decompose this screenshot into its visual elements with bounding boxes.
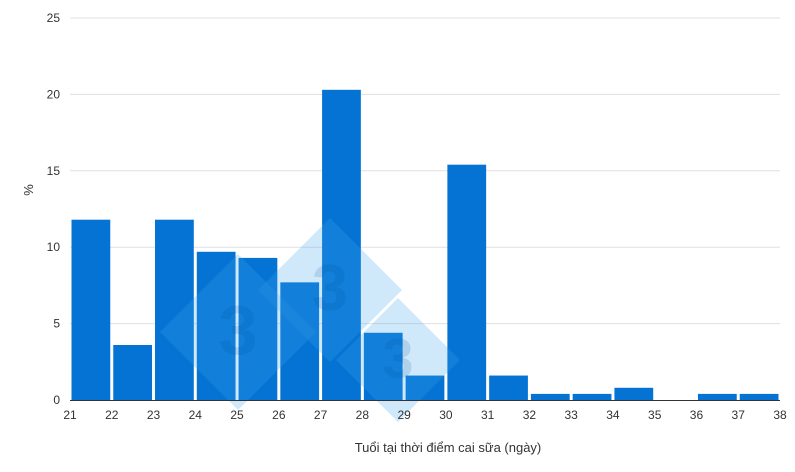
x-tick-label: 22: [105, 408, 119, 422]
histogram-bar: [447, 164, 487, 400]
x-axis-title: Tuổi tại thời điểm cai sữa (ngày): [355, 440, 542, 455]
watermark-digit: 3: [312, 251, 348, 324]
y-tick-label: 5: [53, 317, 60, 331]
histogram-bar: [113, 344, 153, 400]
histogram-bar: [697, 393, 737, 400]
x-tick-label: 36: [690, 408, 704, 422]
bars-layer: [71, 89, 779, 400]
watermark-diamond: 3: [258, 218, 402, 362]
histogram-bar: [363, 332, 403, 400]
histogram-bar: [614, 387, 654, 400]
watermark-logo: 333: [160, 218, 460, 422]
x-tick-label: 33: [564, 408, 578, 422]
x-tick-label: 25: [230, 408, 244, 422]
x-tick-label: 38: [773, 408, 787, 422]
x-tick-label: 28: [356, 408, 370, 422]
x-tick-label: 23: [147, 408, 161, 422]
x-tick-label: 30: [439, 408, 453, 422]
y-tick-label: 20: [47, 87, 61, 101]
y-tick-label: 0: [53, 393, 60, 407]
watermark-diamond: 3: [160, 254, 316, 410]
x-tick-label: 29: [397, 408, 411, 422]
x-tick-label: 37: [732, 408, 746, 422]
y-tick-label: 10: [47, 240, 61, 254]
watermark-digit: 3: [382, 326, 413, 389]
histogram-bar: [196, 251, 236, 400]
y-tick-label: 25: [47, 11, 61, 25]
histogram-bar: [739, 393, 779, 400]
y-axis-title: %: [21, 184, 36, 196]
histogram-bar: [71, 219, 111, 400]
histogram-bar: [155, 219, 194, 400]
histogram-bar: [405, 375, 445, 400]
x-tick-label: 35: [648, 408, 662, 422]
x-tick-label: 27: [314, 408, 328, 422]
y-tick-label: 15: [47, 164, 61, 178]
x-tick-label: 26: [272, 408, 286, 422]
histogram-bar: [572, 393, 612, 400]
watermark-diamond: 3: [336, 298, 460, 422]
x-tick-label: 32: [523, 408, 537, 422]
x-tick-label: 34: [606, 408, 620, 422]
x-tick-label: 24: [189, 408, 203, 422]
histogram-bar: [530, 393, 570, 400]
watermark-digit: 3: [219, 291, 258, 369]
histogram-bar: [489, 375, 528, 400]
x-tick-label: 21: [63, 408, 77, 422]
histogram-bar: [322, 89, 361, 400]
histogram-bar: [238, 257, 278, 400]
x-tick-label: 31: [481, 408, 495, 422]
histogram-bar: [280, 282, 320, 400]
